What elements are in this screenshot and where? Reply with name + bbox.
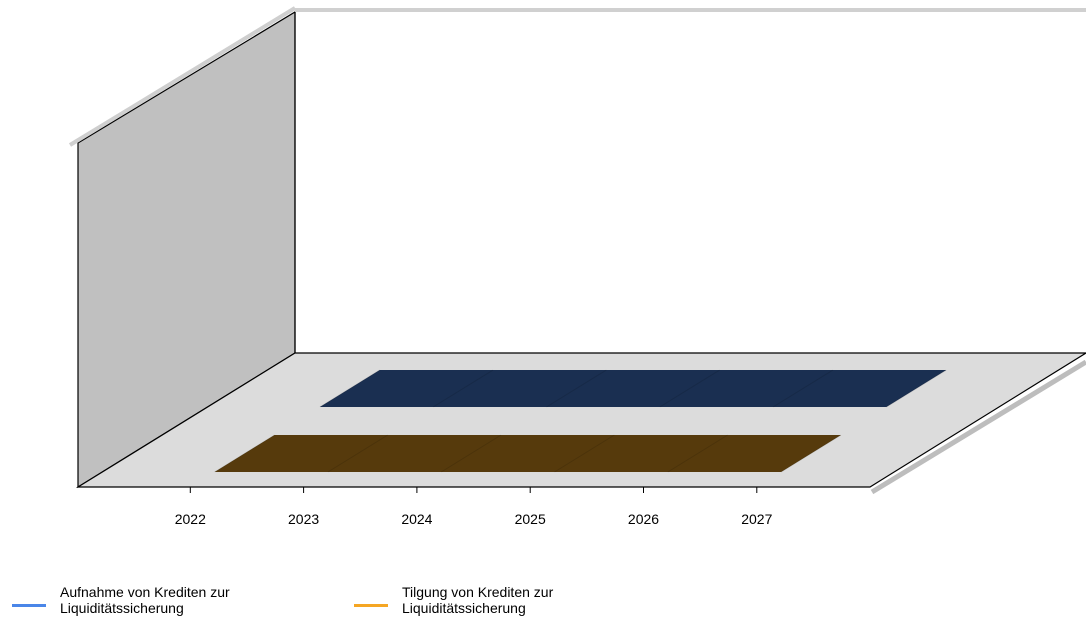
ribbon-divider — [554, 434, 615, 473]
ribbon-divider — [886, 369, 947, 408]
ribbon-divider — [546, 369, 607, 408]
floor-shadow — [870, 359, 1086, 495]
legend-label: Tilgung von Krediten zur Liquiditätssich… — [402, 584, 554, 616]
x-tick-label: 2023 — [288, 511, 319, 527]
ribbon-divider — [780, 434, 842, 473]
ribbon-divider — [214, 434, 275, 473]
x-tick-label: 2026 — [628, 511, 659, 527]
wall-shadow — [68, 6, 297, 147]
legend-swatch — [354, 603, 388, 607]
x-tick-label: 2022 — [175, 511, 206, 527]
legend-label: Aufnahme von Krediten zur Liquiditätssic… — [60, 584, 230, 616]
ribbon-divider — [659, 369, 720, 408]
legend-swatch — [12, 603, 46, 607]
ribbon-divider — [432, 369, 494, 408]
ribbon-divider — [440, 434, 502, 473]
x-tick-label: 2025 — [515, 511, 546, 527]
ribbon-divider — [772, 369, 834, 408]
series-ribbon — [214, 435, 841, 472]
legend-item: Tilgung von Krediten zur Liquiditätssich… — [354, 584, 587, 616]
plot — [214, 369, 947, 473]
series-ribbon — [319, 370, 947, 408]
ribbon-divider — [667, 434, 728, 473]
ribbon-divider — [327, 434, 389, 473]
legend-item: Aufnahme von Krediten zur Liquiditätssic… — [12, 584, 245, 616]
x-tick-label: 2024 — [401, 511, 432, 527]
ribbon-divider — [319, 369, 381, 408]
x-tick-label: 2027 — [741, 511, 772, 527]
